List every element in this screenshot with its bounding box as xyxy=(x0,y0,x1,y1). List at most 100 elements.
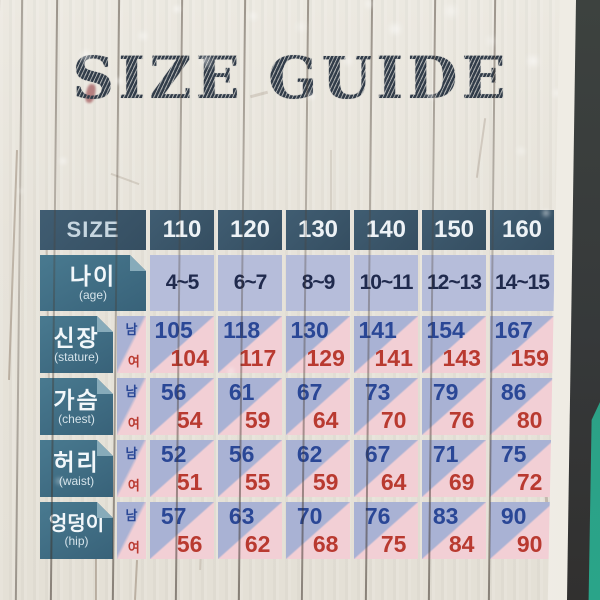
female-value: 141 xyxy=(374,345,413,371)
female-value: 76 xyxy=(448,407,475,433)
gender-cell: 남 여 xyxy=(117,316,146,373)
value-cell: 75 72 xyxy=(490,440,554,497)
age-value: 10~11 xyxy=(354,255,418,311)
male-value: 73 xyxy=(364,379,391,405)
header-size-120: 120 xyxy=(218,210,282,250)
male-label: 남 xyxy=(125,384,138,399)
scuff-mark xyxy=(110,172,140,186)
male-value: 70 xyxy=(296,503,323,529)
female-value: 117 xyxy=(239,345,277,371)
age-value: 6~7 xyxy=(218,255,282,311)
row-label-age: 나이 (age) xyxy=(40,255,146,311)
age-value: 12~13 xyxy=(422,255,486,311)
female-value: 68 xyxy=(312,531,339,557)
value-cell: 105 104 xyxy=(150,316,214,373)
female-value: 51 xyxy=(176,469,203,495)
age-value: 4~5 xyxy=(150,255,214,311)
value-cell: 154 143 xyxy=(422,316,486,373)
value-cell: 83 84 xyxy=(422,502,486,559)
male-label: 남 xyxy=(125,508,138,523)
value-cell: 130 129 xyxy=(286,316,350,373)
row-label-english: (chest) xyxy=(58,411,95,426)
scuff-mark xyxy=(560,235,580,250)
age-value: 14~15 xyxy=(490,255,554,311)
male-value: 141 xyxy=(358,317,397,343)
value-cell: 90 90 xyxy=(490,502,554,559)
male-value: 83 xyxy=(432,503,459,529)
value-cell: 118 117 xyxy=(218,316,282,373)
value-cell: 61 59 xyxy=(218,378,282,435)
male-value: 57 xyxy=(160,503,187,529)
female-label: 여 xyxy=(127,416,140,431)
male-label: 남 xyxy=(125,322,138,337)
header-size-150: 150 xyxy=(422,210,486,250)
header-size-160: 160 xyxy=(490,210,554,250)
scuff-mark xyxy=(133,559,139,600)
male-value: 130 xyxy=(290,317,329,343)
female-value: 104 xyxy=(170,345,209,371)
value-cell: 63 62 xyxy=(218,502,282,559)
male-value: 154 xyxy=(426,317,465,343)
value-cell: 56 54 xyxy=(150,378,214,435)
female-value: 70 xyxy=(380,407,407,433)
row-label-hip: 엉덩이 (hip) xyxy=(40,502,113,559)
value-cell: 141 141 xyxy=(354,316,418,373)
scuff-mark xyxy=(556,411,576,426)
value-cell: 56 55 xyxy=(218,440,282,497)
gender-cell: 남 여 xyxy=(117,378,146,435)
value-cell: 76 75 xyxy=(354,502,418,559)
male-value: 63 xyxy=(228,503,255,529)
header-size-140: 140 xyxy=(354,210,418,250)
male-value: 86 xyxy=(500,379,527,405)
gender-cell: 남 여 xyxy=(117,440,146,497)
value-cell: 52 51 xyxy=(150,440,214,497)
female-label: 여 xyxy=(127,540,140,555)
female-value: 54 xyxy=(176,407,203,433)
row-label-korean: 가슴 xyxy=(53,386,100,413)
male-value: 61 xyxy=(228,379,255,405)
row-label-english: (age) xyxy=(78,288,107,302)
value-cell: 79 76 xyxy=(422,378,486,435)
value-cell: 67 64 xyxy=(354,440,418,497)
row-label-chest: 가슴 (chest) xyxy=(40,378,113,435)
male-value: 67 xyxy=(296,379,323,405)
row-label-waist: 허리 (waist) xyxy=(40,440,113,497)
value-cell: 71 69 xyxy=(422,440,486,497)
header-size-130: 130 xyxy=(286,210,350,250)
female-value: 59 xyxy=(312,469,339,495)
female-value: 55 xyxy=(244,469,271,495)
header-size-110: 110 xyxy=(150,210,214,250)
scuff-mark xyxy=(330,150,332,240)
female-value: 80 xyxy=(516,407,543,433)
male-value: 167 xyxy=(494,317,533,343)
male-value: 118 xyxy=(223,317,261,343)
female-value: 159 xyxy=(510,345,549,371)
male-value: 56 xyxy=(160,379,187,405)
female-value: 56 xyxy=(176,531,203,557)
female-label: 여 xyxy=(127,354,140,369)
male-value: 52 xyxy=(160,441,187,467)
row-label-stature: 신장 (stature) xyxy=(40,316,113,373)
male-value: 62 xyxy=(296,441,323,467)
value-cell: 86 80 xyxy=(490,378,554,435)
male-value: 56 xyxy=(228,441,255,467)
female-value: 75 xyxy=(380,531,407,557)
female-value: 69 xyxy=(448,469,475,495)
size-guide-title: SIZE GUIDE xyxy=(0,44,582,112)
header-size-label: SIZE xyxy=(40,210,146,250)
row-label-korean: 허리 xyxy=(53,448,100,475)
male-value: 75 xyxy=(500,441,527,467)
male-value: 71 xyxy=(432,441,459,467)
row-label-english: (stature) xyxy=(54,349,99,364)
row-label-korean: 엉덩이 xyxy=(48,513,105,535)
male-value: 76 xyxy=(364,503,391,529)
scuff-mark xyxy=(95,555,97,600)
row-label-english: (waist) xyxy=(58,473,95,488)
size-table: SIZE 110 120 130 140 150 160 나이 (age) 4~… xyxy=(40,210,554,559)
row-label-english: (hip) xyxy=(64,534,89,548)
value-cell: 62 59 xyxy=(286,440,350,497)
scuff-mark xyxy=(475,118,487,178)
female-value: 129 xyxy=(306,345,345,371)
female-label: 여 xyxy=(127,478,140,493)
